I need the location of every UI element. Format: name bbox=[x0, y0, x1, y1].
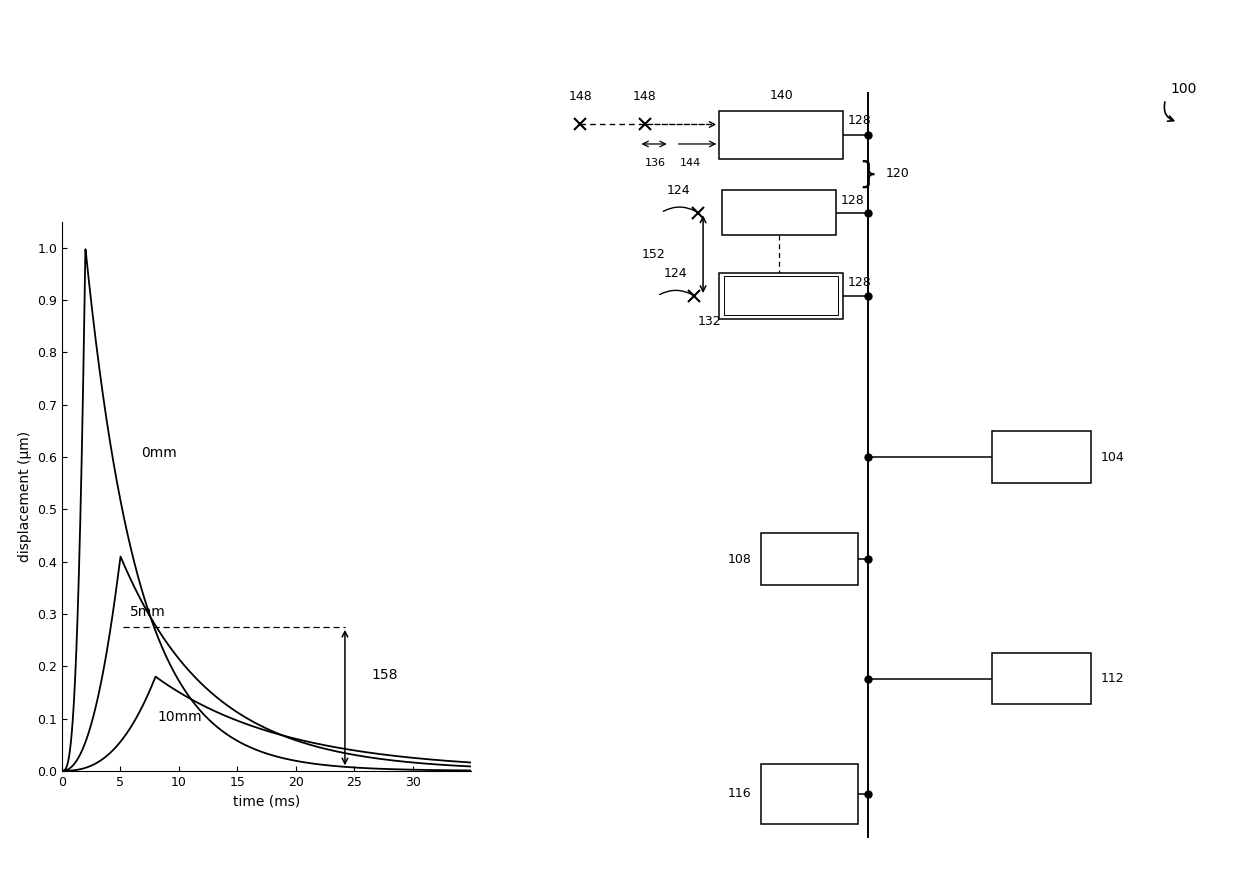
Bar bbox=[719, 111, 843, 159]
Text: 132: 132 bbox=[698, 315, 722, 329]
Text: 5mm: 5mm bbox=[130, 605, 166, 619]
Bar bbox=[761, 533, 858, 585]
Bar bbox=[992, 653, 1091, 704]
Text: 144: 144 bbox=[680, 159, 701, 168]
Text: 152: 152 bbox=[642, 248, 666, 260]
Text: 148: 148 bbox=[632, 90, 657, 104]
Text: 128: 128 bbox=[848, 114, 872, 128]
X-axis label: time (ms): time (ms) bbox=[233, 794, 300, 808]
Text: 120: 120 bbox=[885, 167, 909, 181]
Text: 158: 158 bbox=[372, 668, 398, 682]
Text: 0mm: 0mm bbox=[141, 446, 177, 460]
Text: 112: 112 bbox=[1101, 672, 1125, 685]
Text: 124: 124 bbox=[667, 183, 691, 197]
Bar bbox=[722, 190, 836, 235]
Text: 108: 108 bbox=[728, 553, 751, 565]
Text: 124: 124 bbox=[663, 267, 687, 280]
Bar bbox=[719, 273, 843, 319]
Text: 128: 128 bbox=[841, 194, 864, 207]
Text: 10mm: 10mm bbox=[157, 710, 202, 724]
Text: 148: 148 bbox=[568, 90, 593, 104]
Text: 128: 128 bbox=[848, 276, 872, 290]
Text: 104: 104 bbox=[1101, 451, 1125, 463]
Text: 140: 140 bbox=[769, 89, 794, 102]
Text: 116: 116 bbox=[728, 788, 751, 800]
Bar bbox=[992, 431, 1091, 483]
Text: 100: 100 bbox=[1171, 82, 1197, 96]
Bar bbox=[761, 764, 858, 824]
Y-axis label: displacement (μm): displacement (μm) bbox=[17, 431, 31, 562]
FancyArrowPatch shape bbox=[1164, 102, 1173, 121]
Text: }: } bbox=[858, 159, 878, 189]
Bar bbox=[724, 276, 838, 315]
Text: 136: 136 bbox=[645, 159, 666, 168]
